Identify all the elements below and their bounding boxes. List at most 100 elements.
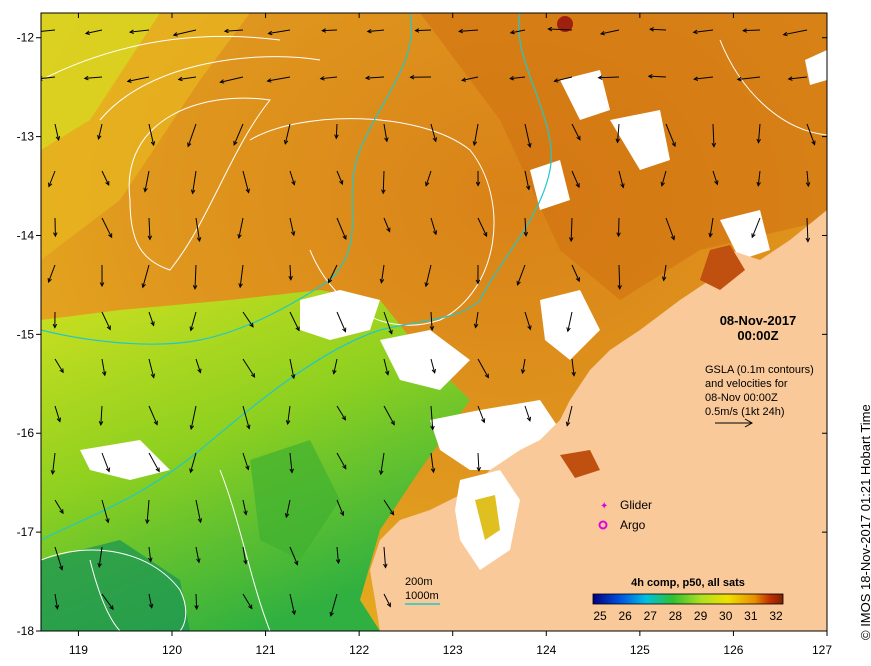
velocity-arrow bbox=[571, 170, 580, 188]
velocity-arrow-head bbox=[147, 235, 153, 241]
velocity-arrow-head bbox=[243, 559, 248, 565]
velocity-arrow-head bbox=[223, 28, 229, 34]
velocity-arrow-head bbox=[575, 277, 580, 283]
velocity-arrow bbox=[41, 29, 56, 32]
velocity-arrow bbox=[380, 452, 385, 475]
colorbar-title: 4h comp, p50, all sats bbox=[631, 577, 745, 589]
time-label: 00:00Z bbox=[737, 328, 778, 343]
velocity-arrow bbox=[239, 264, 244, 288]
y-tick-label: -17 bbox=[17, 525, 35, 539]
velocity-arrow bbox=[757, 170, 761, 186]
velocity-arrow bbox=[665, 123, 676, 147]
velocity-arrow-head bbox=[128, 29, 134, 35]
velocity-arrow bbox=[195, 217, 201, 242]
velocity-arrow bbox=[806, 170, 809, 187]
velocity-arrow-head bbox=[288, 275, 293, 281]
velocity-arrow bbox=[709, 217, 714, 237]
y-tick-label: -18 bbox=[17, 624, 35, 638]
velocity-arrow-head bbox=[520, 369, 526, 375]
velocity-arrow bbox=[524, 217, 527, 236]
velocity-arrow bbox=[48, 264, 56, 283]
velocity-arrow-head bbox=[597, 75, 603, 80]
velocity-arrow-head bbox=[284, 513, 290, 519]
velocity-arrow-head bbox=[527, 142, 532, 149]
velocity-arrow bbox=[242, 358, 255, 378]
velocity-arrow-head bbox=[283, 139, 289, 145]
velocity-arrow-head bbox=[189, 326, 194, 332]
velocity-arrow-head bbox=[190, 189, 196, 195]
velocity-arrow-head bbox=[35, 30, 39, 34]
velocity-arrow bbox=[383, 593, 391, 607]
velocity-arrow-head bbox=[250, 372, 256, 378]
velocity-arrow-head bbox=[484, 373, 489, 379]
velocity-arrow-head bbox=[285, 420, 291, 426]
velocity-arrow-head bbox=[289, 468, 294, 474]
velocity-arrow bbox=[190, 405, 197, 430]
velocity-arrow-head bbox=[527, 325, 532, 331]
velocity-arrow bbox=[127, 76, 150, 82]
velocity-arrow-head bbox=[145, 519, 150, 525]
velocity-arrow-head bbox=[55, 135, 61, 142]
velocity-arrow-head bbox=[329, 611, 334, 617]
velocity-arrow bbox=[554, 76, 573, 82]
velocity-arrow bbox=[383, 311, 393, 334]
velocity-arrow bbox=[571, 123, 581, 140]
velocity-arrow-head bbox=[335, 559, 341, 565]
velocity-arrow-head bbox=[54, 604, 60, 610]
velocity-arrow-head bbox=[321, 28, 327, 33]
velocity-arrow-head bbox=[189, 468, 194, 474]
velocity-arrow bbox=[148, 593, 153, 608]
velocity-arrow bbox=[268, 29, 291, 35]
velocity-arrow-head bbox=[571, 371, 576, 377]
velocity-arrow bbox=[54, 499, 64, 514]
velocity-arrow bbox=[743, 29, 761, 32]
velocity-arrow bbox=[751, 217, 761, 238]
velocity-arrow bbox=[383, 123, 388, 142]
velocity-arrow bbox=[289, 311, 300, 331]
velocity-arrow-head bbox=[424, 282, 429, 288]
velocity-arrow-head bbox=[155, 467, 160, 473]
velocity-arrow bbox=[242, 311, 254, 328]
velocity-arrow-head bbox=[52, 323, 58, 329]
x-tick-label: 127 bbox=[812, 643, 832, 657]
velocity-arrow-head bbox=[742, 28, 748, 33]
velocity-arrow-head bbox=[782, 31, 788, 37]
velocity-arrow-head bbox=[339, 180, 344, 186]
velocity-arrow-head bbox=[105, 467, 111, 473]
velocity-arrow bbox=[566, 405, 573, 426]
velocity-arrow bbox=[148, 358, 155, 378]
velocity-arrow-head bbox=[616, 232, 621, 238]
velocity-arrow-head bbox=[97, 134, 102, 140]
velocity-arrow-head bbox=[429, 326, 435, 332]
velocity-arrow bbox=[336, 499, 344, 516]
velocity-arrow-head bbox=[172, 32, 178, 37]
credit-text: © IMOS 18-Nov-2017 01:21 Hobart Time bbox=[858, 404, 871, 640]
velocity-arrow bbox=[415, 29, 432, 32]
velocity-arrow-head bbox=[620, 183, 625, 189]
velocity-arrow bbox=[425, 264, 432, 287]
velocity-arrow-head bbox=[366, 28, 372, 34]
velocity-arrow-head bbox=[291, 180, 296, 186]
velocity-arrow-head bbox=[291, 610, 297, 616]
velocity-arrow-head bbox=[245, 188, 250, 194]
velocity-arrow bbox=[570, 217, 573, 242]
green-patch bbox=[250, 440, 340, 560]
velocity-arrow bbox=[48, 170, 56, 187]
velocity-arrow bbox=[289, 264, 292, 280]
colorbar-tick-label: 30 bbox=[719, 609, 733, 623]
velocity-arrow-head bbox=[109, 605, 114, 611]
coastal-warm-patch-2 bbox=[560, 450, 600, 478]
velocity-arrow bbox=[650, 28, 667, 31]
velocity-arrow bbox=[665, 217, 675, 240]
velocity-arrow bbox=[571, 264, 580, 282]
velocity-arrow bbox=[524, 405, 531, 421]
velocity-arrow bbox=[144, 170, 150, 192]
velocity-arrow bbox=[242, 452, 249, 470]
hot-spot bbox=[557, 16, 573, 32]
velocity-arrow bbox=[473, 123, 479, 146]
velocity-arrow bbox=[195, 546, 200, 563]
velocity-arrow-head bbox=[475, 279, 481, 285]
velocity-arrow-head bbox=[736, 76, 742, 82]
velocity-arrow-head bbox=[599, 30, 605, 36]
velocity-arrow bbox=[383, 405, 395, 425]
